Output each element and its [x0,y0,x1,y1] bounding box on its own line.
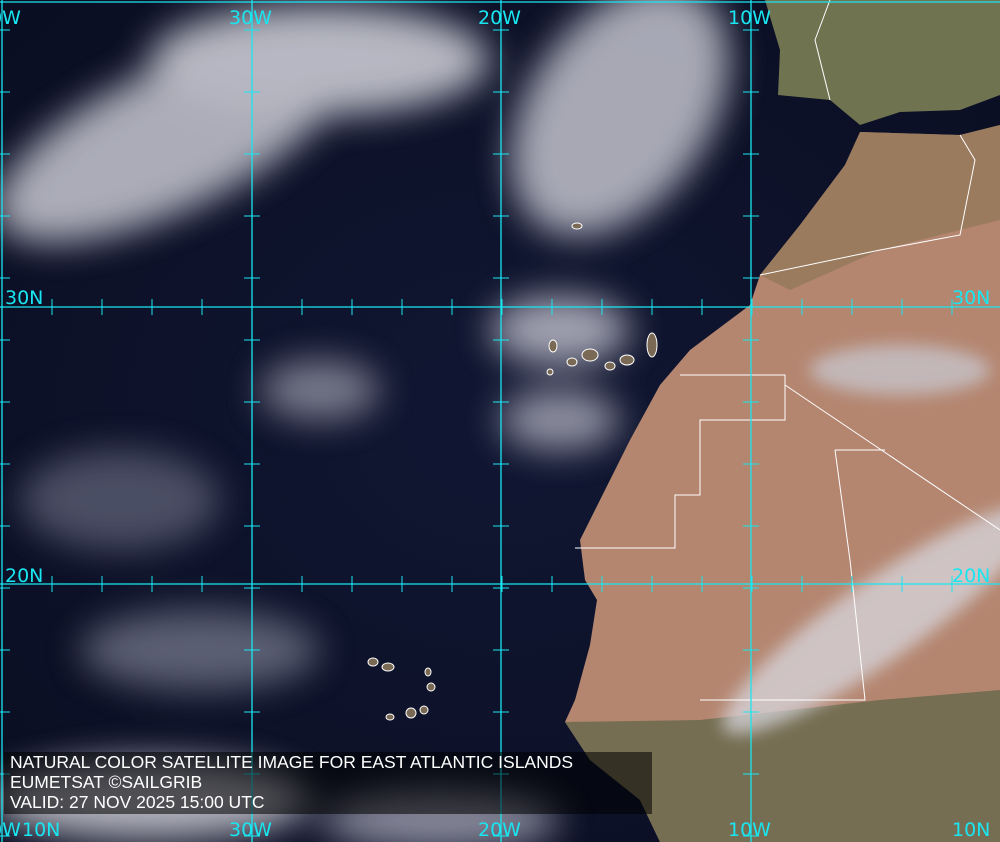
morocco-land [760,125,1000,290]
caption-valid-time: VALID: 27 NOV 2025 15:00 UTC [10,792,265,812]
sahel-land [565,690,1000,842]
caption-box: NATURAL COLOR SATELLITE IMAGE FOR EAST A… [4,752,652,814]
lon-label-top-30w: 30W [229,7,272,29]
lon-label-bottom-30w: 30W [229,819,272,841]
islands [367,222,658,721]
lon-label-bottom-40w: 40W [0,819,21,841]
country-borders [575,0,1000,701]
lon-label-bottom-10w: 10W [728,819,771,841]
caption-title: NATURAL COLOR SATELLITE IMAGE FOR EAST A… [10,752,574,772]
lon-label-top-40w: 40W [0,7,21,29]
land-clouds [722,345,1000,734]
lon-label-top-20w: 20W [478,7,521,29]
lat-label-left-20n: 20N [5,565,44,587]
lat-label-left-30n: 30N [5,287,44,309]
lat-label-right-10n: 10N [952,819,991,841]
lat-label-right-30n: 30N [952,287,991,309]
iberia-land [765,0,1000,125]
lat-label-left-10n: 10N [22,819,61,841]
lat-label-right-20n: 20N [952,565,991,587]
lon-label-bottom-20w: 20W [478,819,521,841]
africa-land [565,125,1000,842]
grid-ticks [0,29,953,837]
lon-label-top-10w: 10W [728,7,771,29]
caption-credit: EUMETSAT ©SAILGRIB [10,772,203,792]
